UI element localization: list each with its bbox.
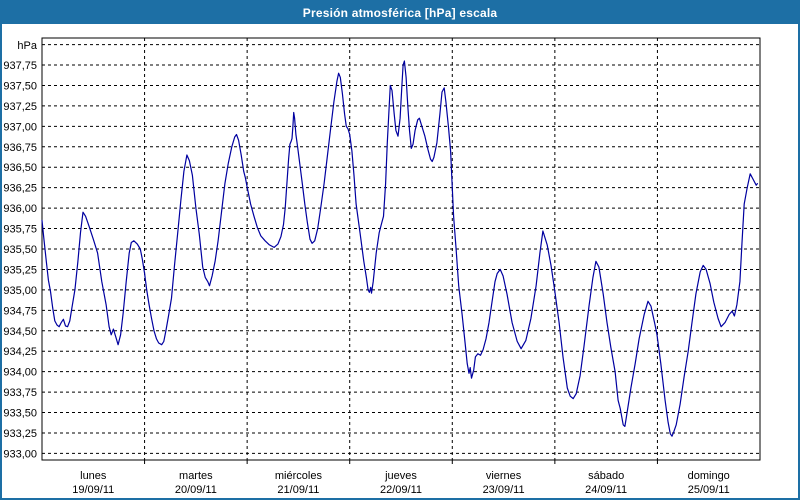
y-tick-label: 934,50 bbox=[3, 326, 37, 338]
x-day-date: 24/09/11 bbox=[585, 484, 627, 496]
x-day-date: 22/09/11 bbox=[380, 484, 422, 496]
y-tick-label: 935,00 bbox=[3, 285, 37, 297]
x-day-name: jueves bbox=[384, 470, 417, 482]
y-tick-label: 934,75 bbox=[3, 305, 37, 317]
y-tick-label: 937,75 bbox=[3, 60, 37, 72]
x-day-date: 21/09/11 bbox=[277, 484, 319, 496]
y-tick-label: 937,00 bbox=[3, 121, 37, 133]
y-tick-label: 934,25 bbox=[3, 346, 37, 358]
y-axis-unit-label: hPa bbox=[17, 40, 37, 52]
y-tick-label: 937,50 bbox=[3, 80, 37, 92]
x-day-name: martes bbox=[179, 470, 213, 482]
pressure-line bbox=[41, 60, 759, 437]
y-tick-label: 935,50 bbox=[3, 244, 37, 256]
axis-labels: 937,75 937,50 937,25 937,00 936,75 936,50 936,… bbox=[3, 40, 729, 496]
gridlines bbox=[42, 38, 760, 460]
x-day-date: 20/09/11 bbox=[175, 484, 217, 496]
y-tick-label: 936,50 bbox=[3, 162, 37, 174]
y-tick-label: 936,75 bbox=[3, 142, 37, 154]
y-tick-label: 936,00 bbox=[3, 203, 37, 215]
y-tick-label: 933,25 bbox=[3, 428, 37, 440]
y-tick-label: 935,75 bbox=[3, 224, 37, 236]
x-day-name: domingo bbox=[688, 470, 730, 482]
chart-title: Presión atmosférica [hPa] escala bbox=[302, 6, 498, 20]
title-bar: Presión atmosférica [hPa] escala bbox=[2, 2, 798, 24]
x-day-name: miércoles bbox=[275, 470, 323, 482]
x-day-date: 25/09/11 bbox=[688, 484, 730, 496]
y-tick-label: 933,75 bbox=[3, 387, 37, 399]
x-day-name: lunes bbox=[80, 470, 107, 482]
y-tick-label: 935,25 bbox=[3, 264, 37, 276]
y-tick-label: 937,25 bbox=[3, 101, 37, 113]
y-tick-label: 934,00 bbox=[3, 367, 37, 379]
x-day-name: viernes bbox=[486, 470, 522, 482]
y-tick-label: 936,25 bbox=[3, 183, 37, 195]
y-tick-label: 933,50 bbox=[3, 408, 37, 420]
x-day-name: sábado bbox=[588, 470, 624, 482]
x-day-date: 23/09/11 bbox=[483, 484, 525, 496]
plot-border bbox=[41, 37, 761, 464]
x-day-date: 19/09/11 bbox=[72, 484, 114, 496]
y-tick-label: 933,00 bbox=[3, 448, 37, 460]
